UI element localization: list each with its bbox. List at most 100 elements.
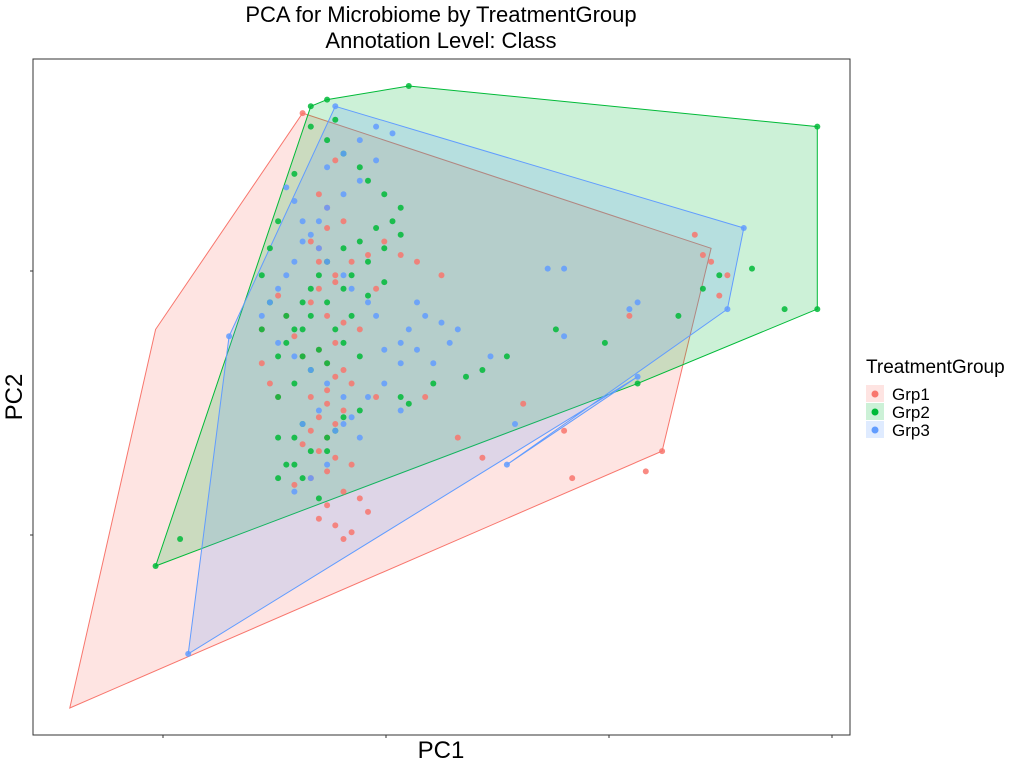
point-grp1 [315, 258, 322, 265]
point-grp3 [291, 198, 298, 204]
point-grp1 [307, 238, 314, 245]
point-grp1 [356, 495, 363, 502]
point-grp2 [307, 103, 314, 110]
point-grp2 [299, 326, 306, 333]
point-grp2 [463, 373, 469, 380]
point-grp2 [814, 123, 821, 130]
point-grp2 [307, 285, 314, 292]
point-grp3 [397, 360, 404, 367]
point-grp1 [315, 515, 322, 522]
point-grp2 [405, 400, 412, 407]
point-grp1 [324, 502, 331, 509]
legend-label-grp2: Grp2 [892, 403, 930, 422]
point-grp2 [381, 191, 388, 198]
point-grp1 [332, 157, 339, 164]
point-grp2 [307, 312, 314, 319]
point-grp2 [340, 245, 347, 252]
point-grp1 [569, 475, 576, 482]
point-grp3 [414, 346, 420, 353]
point-grp1 [340, 218, 347, 225]
point-grp3 [340, 150, 347, 157]
y-axis-ticks [30, 270, 33, 536]
point-grp1 [716, 292, 723, 299]
y-axis-title: PC2 [1, 374, 28, 421]
point-grp3 [356, 177, 363, 184]
point-grp2 [373, 225, 380, 231]
point-grp2 [356, 164, 363, 171]
point-grp1 [365, 508, 371, 515]
point-grp3 [626, 306, 633, 313]
hull-grp1 [69, 112, 712, 709]
point-grp3 [324, 164, 331, 171]
point-grp2 [324, 299, 331, 306]
point-grp1 [266, 380, 273, 387]
point-grp2 [397, 231, 404, 238]
point-grp3 [340, 394, 347, 400]
point-grp2 [324, 360, 331, 367]
point-grp2 [503, 353, 510, 360]
point-grp1 [479, 454, 486, 461]
point-grp3 [283, 272, 290, 279]
point-grp3 [291, 488, 298, 495]
point-grp2 [315, 346, 322, 353]
point-grp3 [315, 218, 322, 225]
point-grp2 [299, 299, 306, 306]
point-grp3 [740, 225, 747, 231]
chart-title: PCA for Microbiome by TreatmentGroup [245, 2, 636, 27]
point-grp2 [177, 536, 184, 542]
point-grp3 [356, 434, 363, 441]
point-grp2 [266, 245, 273, 252]
point-grp1 [454, 434, 461, 441]
point-grp2 [340, 285, 347, 292]
point-grp2 [356, 238, 363, 245]
point-grp3 [315, 407, 322, 414]
point-grp1 [315, 414, 322, 421]
point-grp2 [716, 272, 723, 279]
point-grp1 [724, 272, 731, 279]
point-grp2 [781, 306, 788, 313]
point-grp1 [332, 279, 339, 286]
point-grp2 [430, 380, 437, 387]
point-grp2 [291, 461, 298, 468]
point-grp1 [324, 468, 331, 475]
point-grp2 [340, 339, 347, 346]
point-grp3 [266, 299, 273, 306]
point-grp1 [324, 312, 331, 319]
legend-label-grp1: Grp1 [892, 385, 930, 404]
group-hulls [69, 85, 818, 709]
point-grp1 [332, 421, 339, 427]
point-grp1 [438, 272, 445, 279]
point-grp1 [307, 427, 314, 434]
point-grp1 [332, 454, 339, 461]
point-grp1 [291, 333, 298, 340]
point-grp2 [389, 218, 396, 225]
point-grp2 [397, 394, 404, 400]
point-grp3 [299, 421, 306, 427]
hull-grp3 [187, 105, 745, 655]
point-grp1 [356, 326, 363, 333]
point-grp2 [275, 475, 282, 482]
point-grp3 [307, 475, 314, 482]
point-grp2 [258, 272, 265, 279]
point-grp1 [340, 319, 347, 326]
point-grp3 [365, 394, 371, 400]
point-grp3 [561, 265, 568, 272]
point-grp2 [675, 312, 682, 319]
point-grp3 [291, 353, 298, 360]
point-grp1 [332, 272, 339, 279]
point-grp1 [373, 285, 380, 292]
point-grp2 [275, 218, 282, 225]
point-grp2 [275, 434, 282, 441]
point-grp3 [422, 312, 429, 319]
point-grp3 [283, 184, 290, 191]
point-grp3 [307, 367, 314, 373]
point-grp2 [275, 353, 282, 360]
point-grp2 [356, 353, 363, 360]
point-grp1 [414, 258, 420, 265]
point-grp1 [291, 481, 298, 488]
point-grp1 [332, 339, 339, 346]
point-grp1 [348, 258, 355, 265]
point-grp3 [324, 258, 331, 265]
point-grp3 [430, 360, 437, 367]
point-grp3 [365, 299, 371, 306]
